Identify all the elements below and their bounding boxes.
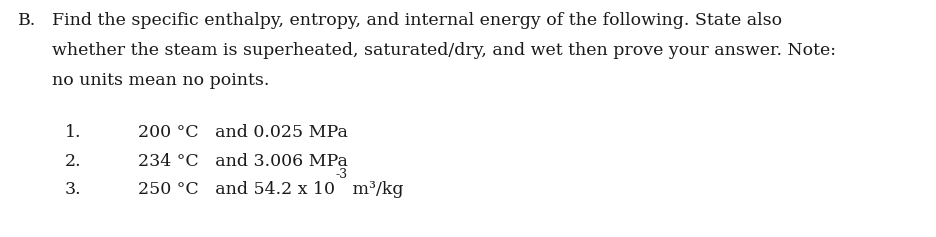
Text: 3.: 3. [65,181,81,198]
Text: 2.: 2. [65,152,81,169]
Text: whether the steam is superheated, saturated/dry, and wet then prove your answer.: whether the steam is superheated, satura… [52,42,836,59]
Text: Find the specific enthalpy, entropy, and internal energy of the following. State: Find the specific enthalpy, entropy, and… [52,12,782,29]
Text: 200 °C   and 0.025 MPa: 200 °C and 0.025 MPa [138,124,348,141]
Text: 234 °C   and 3.006 MPa: 234 °C and 3.006 MPa [138,152,348,169]
Text: m³/kg: m³/kg [347,181,403,198]
Text: no units mean no points.: no units mean no points. [52,72,270,89]
Text: B.: B. [18,12,37,29]
Text: 250 °C   and 54.2 x 10: 250 °C and 54.2 x 10 [138,181,335,198]
Text: 1.: 1. [65,124,81,141]
Text: -3: -3 [335,168,347,181]
